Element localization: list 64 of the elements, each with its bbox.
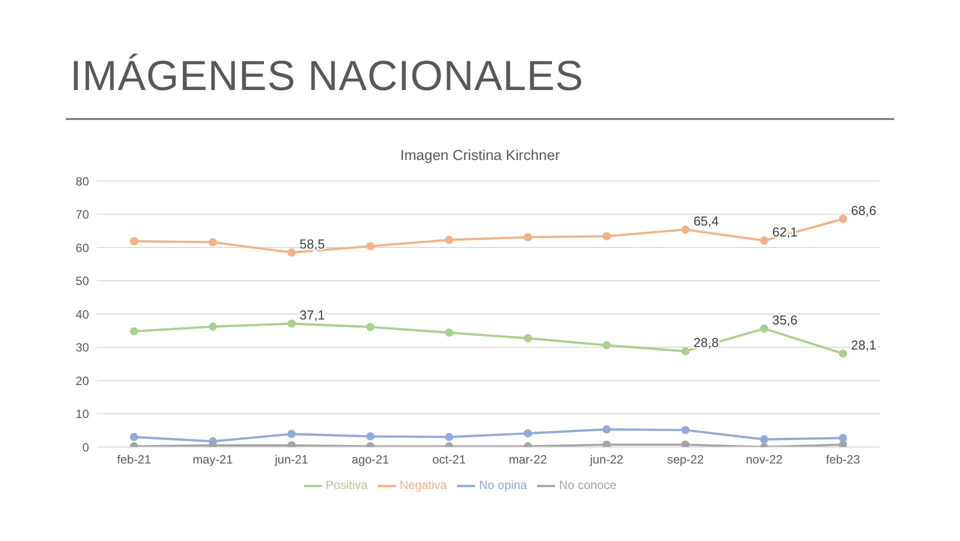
- y-tick-label: 70: [76, 208, 90, 222]
- point: [366, 242, 374, 250]
- data-label: 65,4: [693, 214, 719, 229]
- point: [681, 347, 690, 356]
- point: [681, 440, 690, 447]
- point: [445, 328, 454, 337]
- point: [681, 225, 690, 234]
- data-label: 37,1: [300, 308, 325, 323]
- legend-label: Positiva: [326, 478, 368, 492]
- point: [838, 440, 848, 447]
- point: [524, 429, 532, 438]
- data-label: 58,5: [300, 236, 325, 252]
- y-tick-label: 20: [76, 374, 90, 388]
- legend-label: No opina: [478, 478, 528, 492]
- legend-label: Negativa: [400, 478, 447, 492]
- x-tick-label: feb-21: [116, 452, 152, 467]
- x-tick-label: nov-22: [746, 452, 783, 467]
- point: [760, 435, 768, 444]
- point: [130, 432, 138, 442]
- data-label: 28,1: [851, 338, 876, 353]
- point: [838, 214, 848, 224]
- chart-title: IMÁGENES NACIONALES: [70, 52, 584, 100]
- legend-label: No conoce: [559, 478, 616, 492]
- point: [524, 334, 532, 342]
- x-tick-label: feb-23: [826, 452, 860, 467]
- point: [838, 434, 848, 442]
- x-tick-label: jun-22: [588, 452, 624, 467]
- point: [445, 236, 454, 244]
- x-tick-label: may-21: [192, 452, 234, 467]
- point: [287, 320, 296, 328]
- y-tick-label: 0: [82, 440, 90, 454]
- point: [445, 432, 454, 442]
- point: [287, 248, 296, 257]
- y-tick-label: 60: [76, 240, 90, 255]
- x-tick-label: mar-22: [508, 452, 548, 467]
- point: [602, 440, 611, 447]
- point: [208, 322, 217, 331]
- point: [366, 432, 374, 440]
- point: [602, 425, 611, 434]
- point: [524, 233, 532, 242]
- point: [602, 232, 611, 240]
- chart-subtitle: Imagen Cristina Kirchner: [399, 148, 561, 164]
- x-tick-label: sep-22: [667, 452, 704, 467]
- point: [760, 324, 768, 333]
- data-label: 68,6: [851, 202, 876, 218]
- point: [287, 430, 296, 438]
- y-tick-label: 80: [76, 174, 90, 188]
- y-tick-label: 30: [76, 340, 90, 355]
- x-tick-label: jun-21: [274, 452, 309, 467]
- point: [760, 236, 768, 245]
- y-tick-label: 40: [76, 307, 90, 322]
- point: [602, 341, 611, 350]
- point: [681, 426, 690, 434]
- point: [838, 349, 848, 358]
- point: [130, 237, 138, 246]
- data-label: 35,6: [772, 312, 798, 328]
- x-tick-label: ago-21: [352, 452, 390, 467]
- x-tick-label: oct-21: [432, 452, 466, 467]
- point: [208, 238, 217, 246]
- point: [130, 327, 138, 336]
- point: [366, 322, 374, 332]
- y-tick-label: 10: [76, 407, 90, 422]
- y-tick-label: 50: [76, 274, 90, 288]
- point: [208, 441, 217, 447]
